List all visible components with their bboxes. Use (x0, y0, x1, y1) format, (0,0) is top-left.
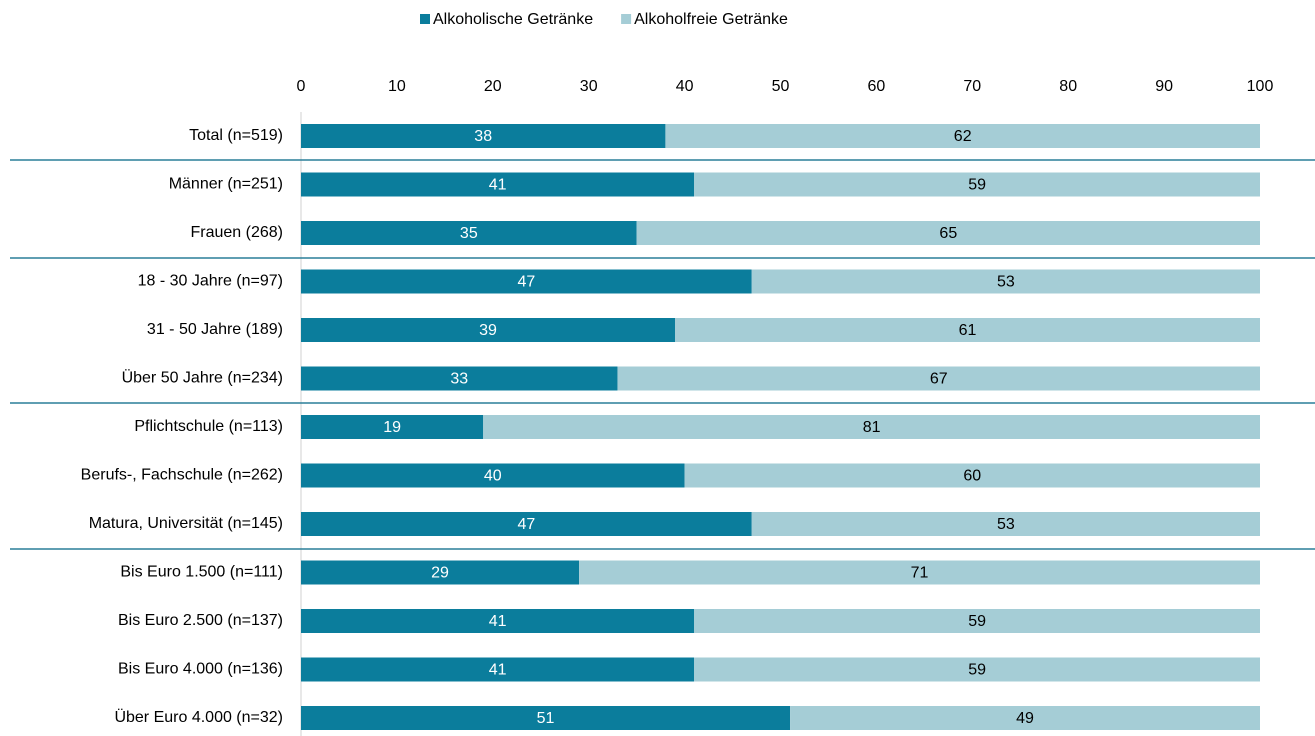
bar-segment (751, 512, 1260, 536)
bar-segment (301, 463, 685, 488)
data-label: 53 (997, 274, 1015, 291)
bar-segment (301, 172, 695, 197)
legend-label: Alkoholische Getränke (433, 11, 593, 28)
y-tick-label: Bis Euro 2.500 (n=137) (118, 612, 283, 629)
x-tick-label: 20 (484, 78, 502, 95)
bar-segment (665, 124, 1260, 148)
bar-segment (751, 269, 1260, 294)
bar-segment (579, 560, 1260, 585)
data-label: 41 (489, 662, 507, 679)
data-label: 53 (997, 516, 1015, 533)
x-tick-label: 50 (772, 78, 790, 95)
data-label: 47 (517, 516, 535, 533)
x-tick-label: 70 (963, 78, 981, 95)
bar-segment (301, 221, 637, 245)
bar-segment (684, 463, 1260, 488)
bar-segment (301, 657, 695, 682)
y-tick-label: Frauen (268) (191, 224, 284, 241)
bar-segment (694, 172, 1260, 197)
data-label: 39 (479, 322, 497, 339)
data-label: 51 (537, 710, 555, 727)
bar-segment (301, 609, 695, 633)
data-label: 49 (1016, 710, 1034, 727)
bar-segment (301, 366, 618, 391)
x-tick-label: 100 (1247, 78, 1274, 95)
data-label: 29 (431, 565, 449, 582)
bar-segment (301, 318, 676, 342)
x-tick-label: 90 (1155, 78, 1173, 95)
bar-segment (675, 318, 1260, 342)
bar-segment (301, 512, 752, 536)
y-tick-label: Pflichtschule (n=113) (134, 418, 283, 435)
y-tick-label: Bis Euro 1.500 (n=111) (120, 564, 283, 581)
data-label: 19 (383, 419, 401, 436)
data-label: 35 (460, 225, 478, 242)
data-label: 41 (489, 177, 507, 194)
bar-segment (694, 609, 1260, 633)
legend-label: Alkoholfreie Getränke (634, 11, 788, 28)
data-label: 33 (450, 371, 468, 388)
data-label: 71 (911, 565, 929, 582)
data-label: 65 (939, 225, 957, 242)
x-tick-label: 80 (1059, 78, 1077, 95)
y-tick-label: Männer (n=251) (169, 176, 283, 193)
bar-segment (617, 366, 1260, 391)
data-label: 81 (863, 419, 881, 436)
data-label: 60 (963, 468, 981, 485)
bar-segment (301, 706, 791, 730)
bar-segment (301, 560, 580, 585)
legend-swatch (621, 14, 632, 24)
x-tick-label: 0 (297, 78, 306, 95)
x-tick-label: 40 (676, 78, 694, 95)
group-separators (10, 159, 1315, 550)
y-tick-label: Über 50 Jahre (n=234) (122, 369, 283, 387)
y-tick-label: Total (n=519) (189, 127, 283, 144)
data-label: 41 (489, 613, 507, 630)
y-tick-label: 18 - 30 Jahre (n=97) (138, 273, 283, 290)
bar-segment (790, 706, 1260, 730)
data-label: 59 (968, 177, 986, 194)
y-tick-label: 31 - 50 Jahre (189) (147, 321, 283, 338)
bar-segment (301, 269, 752, 294)
data-label: 67 (930, 371, 948, 388)
data-label: 61 (959, 322, 977, 339)
data-label: 59 (968, 662, 986, 679)
x-tick-label: 60 (868, 78, 886, 95)
bar-segment (483, 415, 1261, 439)
data-label: 40 (484, 468, 502, 485)
y-tick-label: Bis Euro 4.000 (n=136) (118, 661, 283, 678)
bar-segment (694, 657, 1260, 682)
data-label: 38 (474, 128, 492, 145)
x-tick-label: 30 (580, 78, 598, 95)
y-tick-label: Berufs-, Fachschule (n=262) (81, 467, 283, 484)
legend-swatch (420, 14, 430, 24)
bar-segment (636, 221, 1260, 245)
y-tick-label: Über Euro 4.000 (n=32) (114, 708, 283, 726)
data-label: 47 (517, 274, 535, 291)
bar-segment (301, 415, 484, 439)
y-tick-label: Matura, Universität (n=145) (89, 515, 283, 532)
bar-segment (301, 124, 666, 148)
x-tick-label: 10 (388, 78, 406, 95)
data-label: 62 (954, 128, 972, 145)
data-label: 59 (968, 613, 986, 630)
